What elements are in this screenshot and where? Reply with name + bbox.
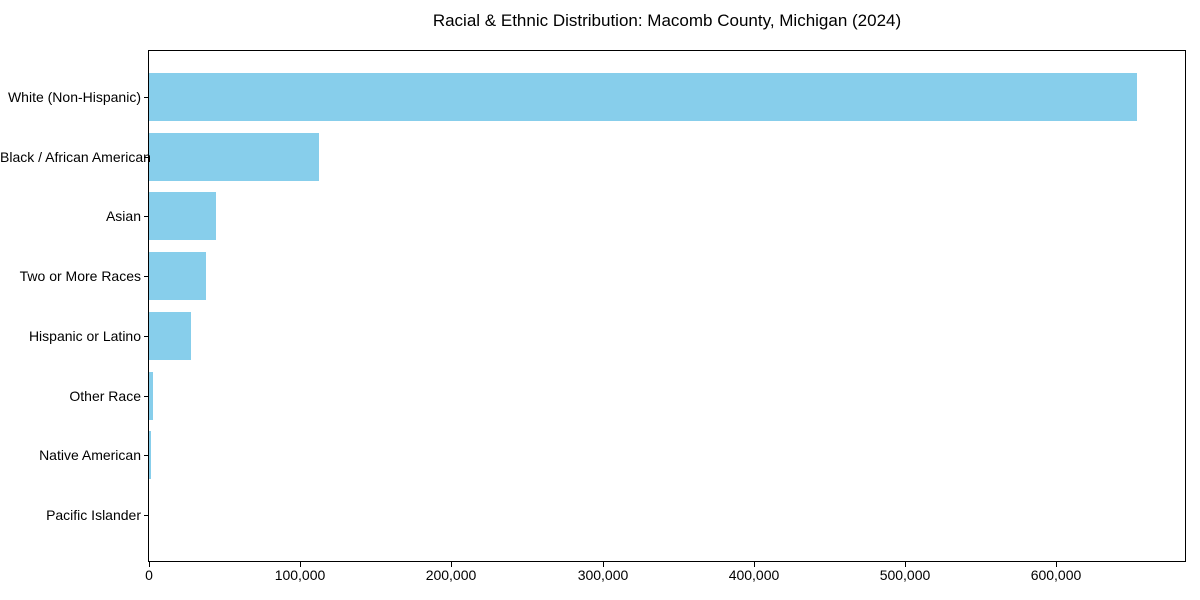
- x-tick-mark: [149, 562, 150, 567]
- bar: [149, 252, 206, 300]
- y-tick-label: Hispanic or Latino: [28, 328, 141, 344]
- y-tick-mark: [144, 216, 148, 217]
- x-tick-label: 400,000: [728, 567, 780, 583]
- chart-title: Racial & Ethnic Distribution: Macomb Cou…: [432, 11, 902, 30]
- y-tick-label: Pacific Islander: [46, 507, 141, 523]
- x-tick-mark: [754, 562, 755, 567]
- x-tick-label: 200,000: [425, 567, 477, 583]
- x-tick-label: 600,000: [1030, 567, 1082, 583]
- x-tick-mark: [300, 562, 301, 567]
- x-tick-mark: [603, 562, 604, 567]
- bar: [149, 73, 1137, 121]
- y-tick-label: Native American: [39, 447, 141, 463]
- x-tick-mark: [905, 562, 906, 567]
- bar: [149, 372, 153, 420]
- y-tick-label: Asian: [105, 208, 141, 224]
- x-tick-label: 100,000: [274, 567, 326, 583]
- y-tick-mark: [144, 97, 148, 98]
- x-tick-mark: [451, 562, 452, 567]
- x-tick-label: 300,000: [577, 567, 629, 583]
- y-tick-mark: [144, 515, 148, 516]
- y-tick-mark: [144, 336, 148, 337]
- y-tick-label: Other Race: [69, 388, 141, 404]
- bar: [149, 133, 319, 181]
- y-tick-mark: [144, 455, 148, 456]
- x-tick-label: 0: [145, 567, 153, 583]
- x-tick-mark: [1056, 562, 1057, 567]
- y-tick-label: Two or More Races: [19, 268, 141, 284]
- y-tick-label: Black / African American: [0, 149, 151, 165]
- bar: [149, 312, 191, 360]
- bar: [149, 431, 151, 479]
- y-tick-mark: [144, 157, 148, 158]
- y-tick-mark: [144, 276, 148, 277]
- y-tick-mark: [144, 396, 148, 397]
- x-tick-label: 500,000: [879, 567, 931, 583]
- y-tick-label: White (Non-Hispanic): [7, 89, 141, 105]
- plot-area: [148, 50, 1186, 562]
- bar: [149, 192, 216, 240]
